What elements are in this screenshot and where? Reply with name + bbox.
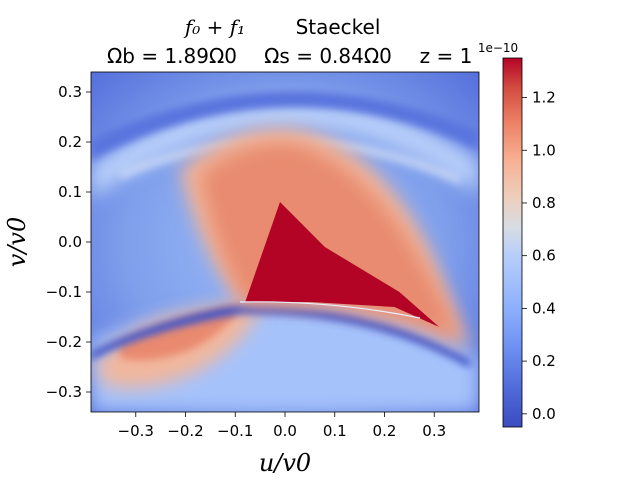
y-tick-label: −0.2 [46,333,82,351]
title-omega-b: Ωb = 1.89Ω0 [107,44,237,68]
colorbar: 0.0 0.2 0.4 0.6 0.8 1.0 1.2 1e−10 [478,41,556,428]
x-tick-label: 0.2 [373,422,397,440]
title-z: z = 1 [420,44,473,68]
colorbar-tick-label: 0.4 [532,299,556,317]
colorbar-tick-label: 0.0 [532,405,556,423]
colorbar-offset-label: 1e−10 [478,41,518,55]
colorbar-frame [502,57,523,428]
x-tick-label: −0.1 [217,422,253,440]
colorbar-tick-label: 1.0 [532,141,556,159]
title-math-term: f₀ + f₁ [183,15,245,39]
y-axis-label: v/v0 [3,217,31,267]
x-tick-label: −0.3 [118,422,154,440]
saturated-core [245,202,440,327]
heatmap-plot-area: −0.3 −0.2 −0.1 0.0 0.1 0.2 0.3 0.30.20.10.0−0.… [46,71,480,440]
title-omega-s: Ωs = 0.84Ω0 [264,44,392,68]
y-axis: 0.3 0.2 0.1 0.0 −0.1 −0.2 −0.3 [46,83,91,401]
y-tick-label: 0.0 [58,233,82,251]
heatmap-image [91,72,479,412]
y-tick-label: 0.3 [58,83,82,101]
y-tick-label: −0.1 [46,283,82,301]
x-axis-label: u/v0 [259,449,311,477]
y-tick-label: −0.3 [46,383,82,401]
colorbar-ticks: 0.0 0.2 0.4 0.6 0.8 1.0 1.2 [522,89,556,423]
colorbar-tick-label: 0.8 [532,194,556,212]
x-tick-label: 0.3 [422,422,446,440]
x-axis: −0.3 −0.2 −0.1 0.0 0.1 0.2 0.3 [118,412,446,440]
x-tick-label: 0.0 [273,422,297,440]
title-model-name: Staeckel [296,15,381,39]
colorbar-tick-label: 1.2 [532,89,556,107]
x-tick-label: −0.2 [167,422,203,440]
colorbar-tick-label: 0.6 [532,247,556,265]
y-tick-label: 0.1 [58,183,82,201]
colorbar-gradient [503,58,522,427]
colorbar-tick-label: 0.2 [532,352,556,370]
x-tick-label: 0.1 [323,422,347,440]
y-tick-label: 0.2 [58,133,82,151]
